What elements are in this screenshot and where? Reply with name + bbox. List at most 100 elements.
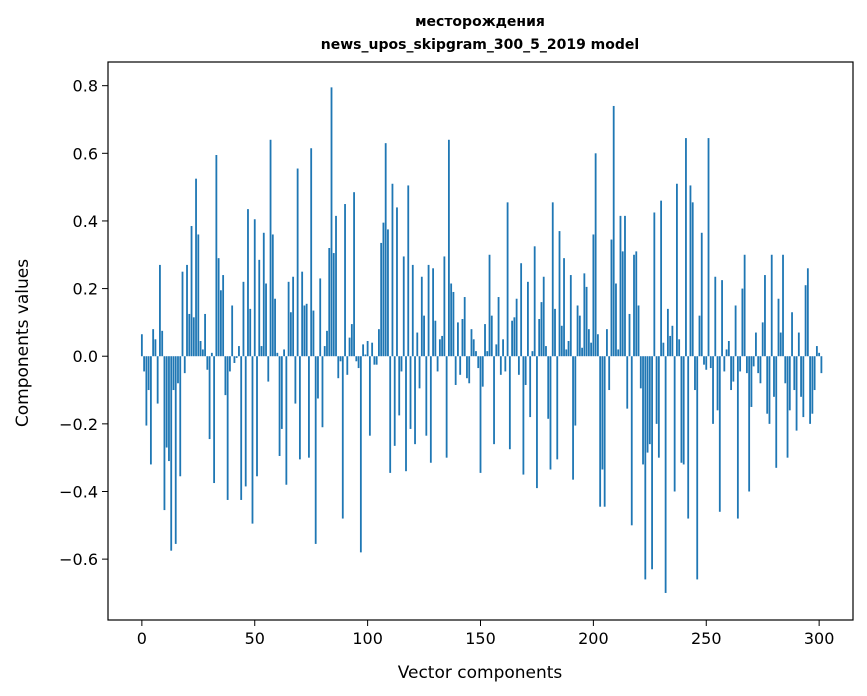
bar-84 <box>330 87 333 357</box>
bar-191 <box>572 356 574 480</box>
bar-296 <box>809 356 812 424</box>
bar-178 <box>542 276 545 357</box>
bar-57 <box>269 139 272 357</box>
bar-7 <box>156 356 159 404</box>
bar-98 <box>362 344 365 357</box>
bar-123 <box>418 356 421 389</box>
bar-90 <box>344 204 346 357</box>
bar-33 <box>215 155 218 357</box>
bar-125 <box>423 315 425 357</box>
bar-126 <box>425 356 428 436</box>
bar-141 <box>459 356 462 375</box>
bar-160 <box>502 339 504 357</box>
bar-157 <box>495 344 498 357</box>
bar-189 <box>567 341 570 357</box>
y-tick-label-7: 0.8 <box>73 77 98 96</box>
bar-180 <box>547 356 550 419</box>
bar-139 <box>454 356 457 385</box>
bar-88 <box>339 356 342 362</box>
y-tick-label-5: 0.4 <box>73 212 98 231</box>
bar-253 <box>712 356 714 424</box>
bar-153 <box>486 351 489 357</box>
bar-144 <box>466 356 468 379</box>
x-tick-label-6: 300 <box>804 629 835 648</box>
bar-128 <box>429 356 432 463</box>
bar-9 <box>161 330 164 357</box>
bar-205 <box>603 356 606 507</box>
bar-54 <box>262 232 265 357</box>
bar-165 <box>513 317 516 357</box>
bar-285 <box>784 356 787 384</box>
bar-215 <box>626 356 629 409</box>
bar-96 <box>357 356 360 369</box>
bar-53 <box>260 346 263 357</box>
bar-257 <box>721 280 723 357</box>
bar-44 <box>240 356 243 500</box>
bar-201 <box>594 153 597 357</box>
bar-235 <box>671 325 674 357</box>
bar-106 <box>380 242 383 357</box>
bar-112 <box>393 356 396 446</box>
bar-170 <box>524 356 527 385</box>
bar-91 <box>346 356 349 375</box>
bar-68 <box>294 356 297 404</box>
bar-4 <box>149 356 152 465</box>
bar-292 <box>800 356 802 397</box>
bar-227 <box>653 212 656 357</box>
bar-246 <box>696 356 699 580</box>
bar-258 <box>723 356 726 372</box>
bar-209 <box>612 105 615 357</box>
bar-214 <box>624 215 626 357</box>
bar-204 <box>601 356 604 470</box>
bar-220 <box>637 305 640 357</box>
bar-104 <box>375 356 378 365</box>
bar-225 <box>648 356 651 445</box>
bar-268 <box>745 356 748 374</box>
bar-271 <box>752 356 755 367</box>
bar-166 <box>515 298 518 357</box>
bar-49 <box>251 356 254 524</box>
bar-206 <box>606 329 608 357</box>
bar-2 <box>145 356 148 426</box>
bar-34 <box>217 258 220 357</box>
bar-275 <box>761 322 764 357</box>
bar-272 <box>755 332 757 357</box>
bar-216 <box>628 313 631 357</box>
bar-287 <box>788 356 791 411</box>
bar-188 <box>565 349 568 357</box>
bar-75 <box>310 148 313 357</box>
bar-176 <box>538 319 541 357</box>
bar-149 <box>477 356 480 369</box>
bar-22 <box>190 226 193 357</box>
bar-137 <box>450 283 453 357</box>
bar-262 <box>732 356 735 382</box>
bar-105 <box>378 329 380 357</box>
bar-155 <box>490 315 493 357</box>
bar-208 <box>610 239 613 357</box>
bar-228 <box>655 356 658 424</box>
bar-0 <box>140 334 143 357</box>
bar-259 <box>725 349 728 357</box>
bar-92 <box>348 337 351 357</box>
bar-66 <box>289 312 292 357</box>
bar-108 <box>384 143 387 357</box>
bars-group <box>140 87 823 593</box>
bar-11 <box>165 356 168 448</box>
x-axis-label: Vector components <box>398 663 563 683</box>
bar-31 <box>210 352 213 357</box>
bar-25 <box>197 234 200 357</box>
bar-21 <box>188 313 191 357</box>
bar-129 <box>432 268 434 357</box>
bar-124 <box>420 276 423 357</box>
y-axis-ticks: −0.6 −0.4 −0.2 0.0 0.2 0.4 0.6 0.8 <box>59 77 108 569</box>
bar-152 <box>484 324 486 357</box>
bar-62 <box>280 356 283 429</box>
bar-20 <box>186 264 188 357</box>
bar-116 <box>402 256 405 357</box>
bar-133 <box>441 335 444 357</box>
bar-273 <box>757 356 760 374</box>
x-tick-label-5: 250 <box>691 629 722 648</box>
bar-17 <box>179 356 182 477</box>
bar-60 <box>276 352 279 357</box>
